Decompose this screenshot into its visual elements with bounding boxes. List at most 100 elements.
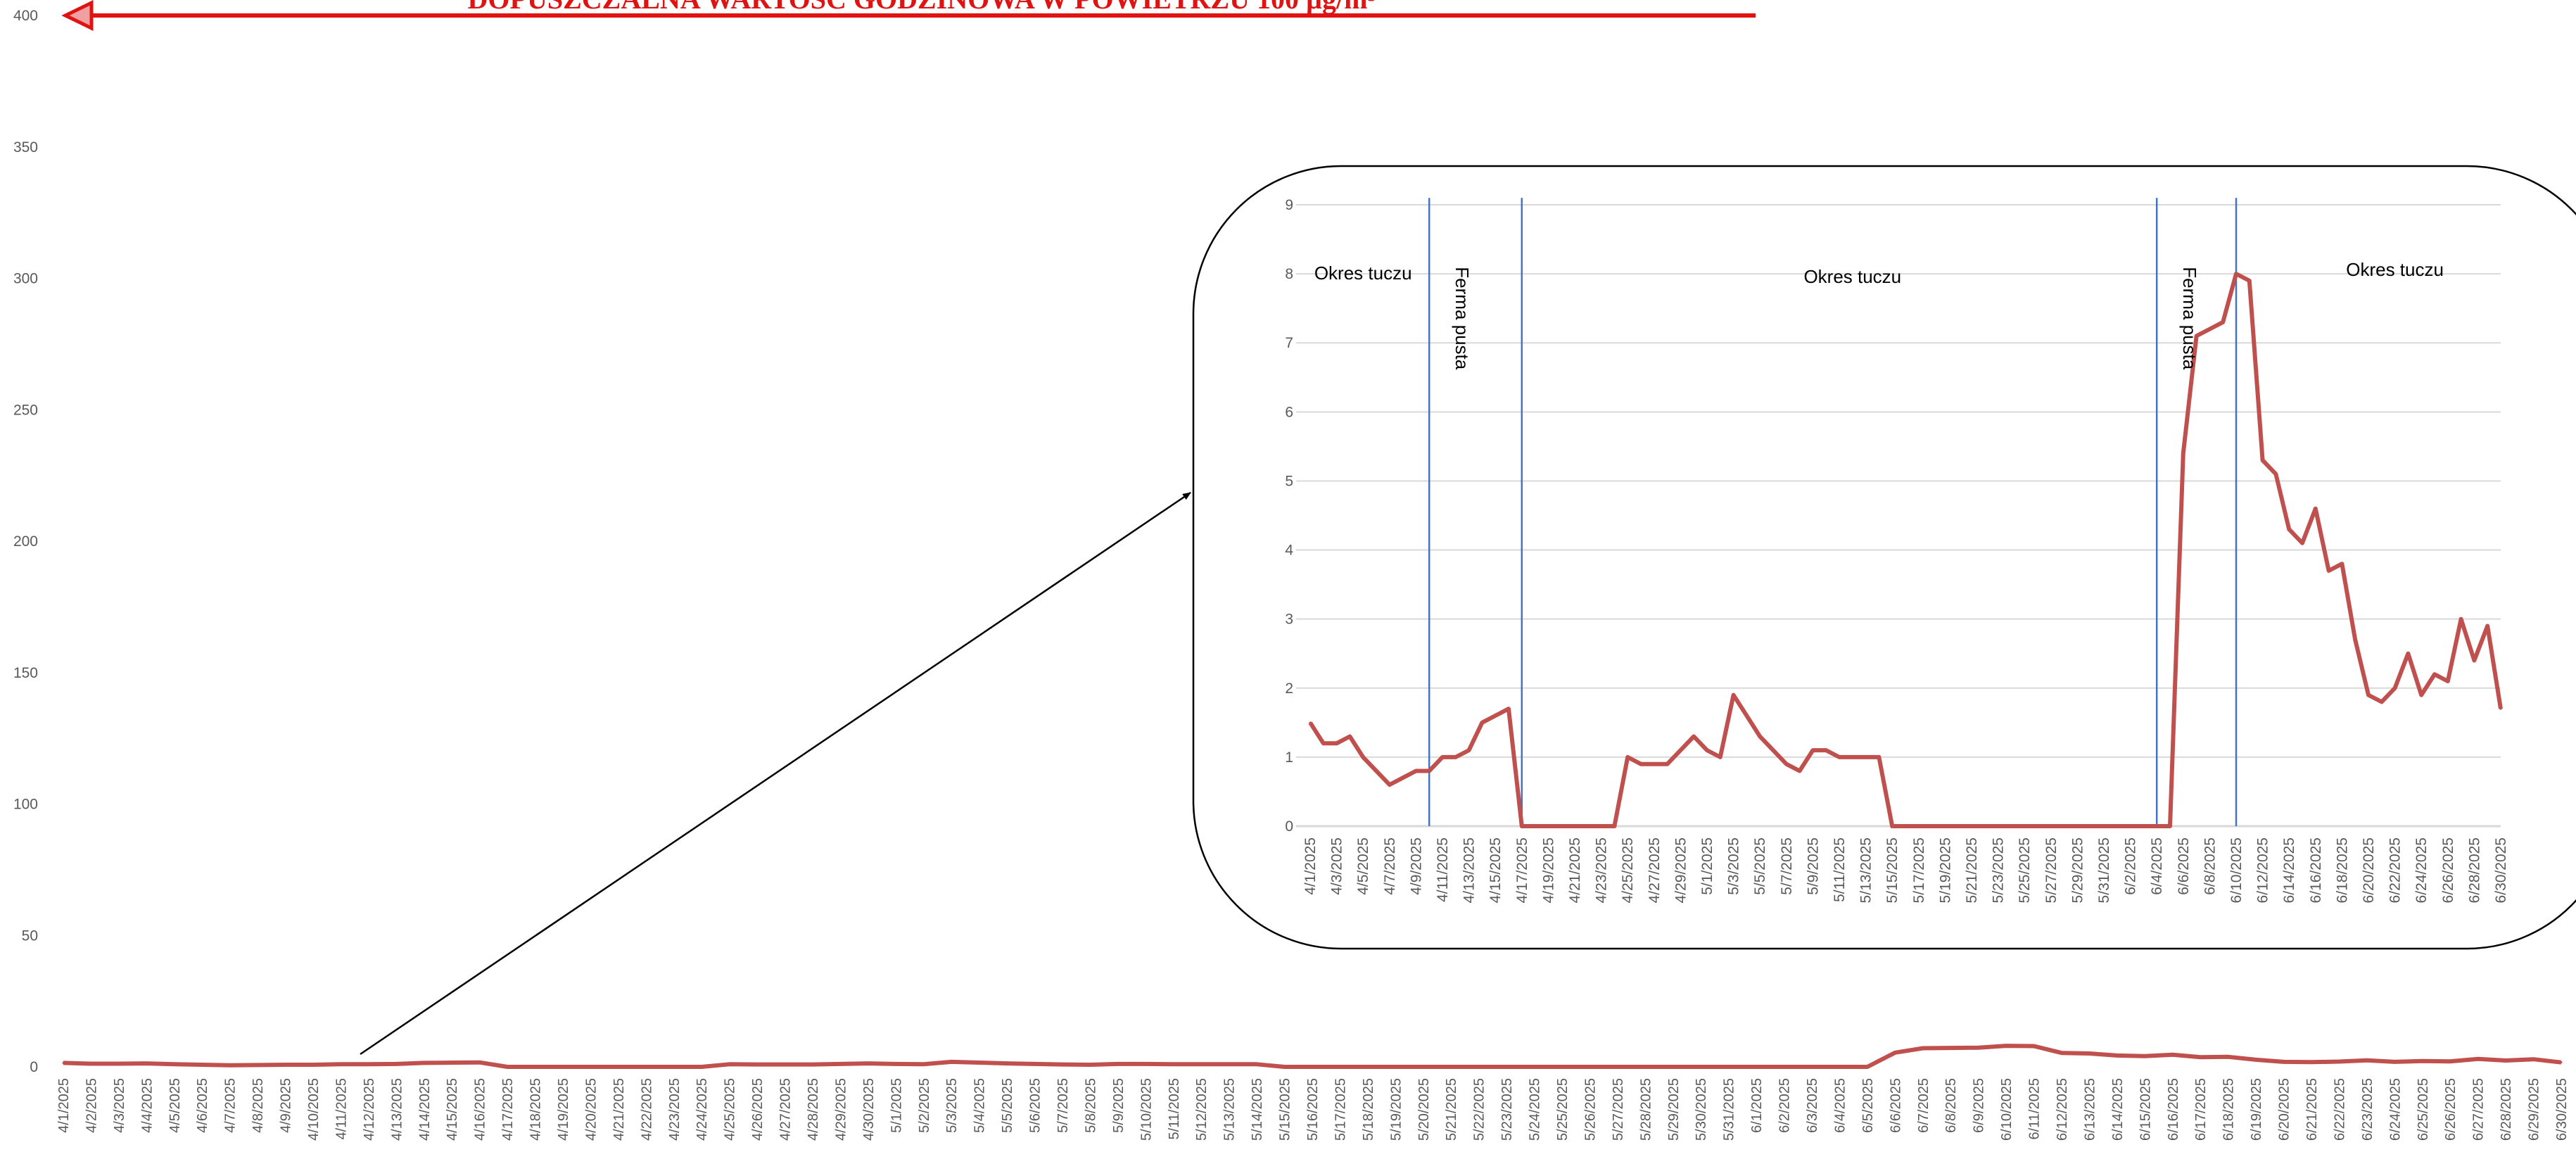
- inset-data-point: [2248, 279, 2251, 282]
- inset-x-tick-label: 5/11/2025: [1832, 837, 1848, 902]
- inset-data-point: [1587, 825, 1590, 828]
- main-x-tick-label: 5/5/2025: [1000, 1078, 1015, 1133]
- main-data-point: [2393, 1061, 2396, 1063]
- inset-y-axis: 0 1 2 3 4 5 6 7 8 9: [1285, 197, 1293, 835]
- inset-data-point: [2380, 700, 2383, 703]
- main-x-tick-label: 4/13/2025: [389, 1078, 405, 1141]
- main-data-point: [450, 1061, 453, 1064]
- main-x-tick-label: 5/11/2025: [1167, 1078, 1182, 1140]
- main-x-tick-label: 6/6/2025: [1888, 1078, 1903, 1133]
- inset-y-tick-label: 8: [1285, 266, 1293, 282]
- inset-y-tick-label: 2: [1285, 681, 1293, 697]
- main-series-line: [63, 1044, 2562, 1069]
- main-x-tick-label: 4/25/2025: [723, 1078, 738, 1141]
- inset-data-point: [1414, 770, 1417, 773]
- inset-data-point: [1798, 770, 1801, 773]
- limit-marker: DOPUSZCZALNA WARTOŚĆ GODZINOWA W POWIETR…: [61, 0, 1756, 31]
- main-data-point: [229, 1064, 231, 1067]
- inset-data-point: [1441, 756, 1444, 759]
- main-x-tick-label: 6/23/2025: [2360, 1078, 2375, 1141]
- main-x-tick-label: 6/15/2025: [2138, 1078, 2153, 1141]
- inset-data-point: [2036, 825, 2039, 828]
- main-x-tick-label: 6/10/2025: [1999, 1078, 2015, 1141]
- main-data-point: [1422, 1065, 1425, 1068]
- inset-data-point: [1560, 825, 1563, 828]
- main-x-tick-label: 6/3/2025: [1805, 1078, 1820, 1133]
- main-data-point: [2366, 1059, 2368, 1062]
- inset-x-tick-label: 4/29/2025: [1673, 837, 1689, 903]
- main-data-point: [1893, 1051, 1896, 1054]
- inset-x-tick-label: 5/9/2025: [1805, 837, 1821, 895]
- main-data-point: [201, 1063, 203, 1066]
- main-data-point: [2421, 1060, 2424, 1063]
- inset-x-axis: 4/1/2025 4/3/2025 4/5/2025 4/7/2025 4/9/2025…: [1302, 837, 2509, 903]
- inset-data-point: [1507, 707, 1510, 710]
- inset-x-tick-label: 6/6/2025: [2176, 837, 2192, 895]
- main-y-tick-label: 150: [13, 665, 38, 681]
- main-data-point: [1005, 1062, 1008, 1065]
- period-label-empty: Ferma pusta: [2179, 267, 2200, 369]
- main-data-series: [62, 1044, 2563, 1069]
- inset-data-point: [1917, 825, 1920, 828]
- inset-data-point: [1639, 763, 1642, 766]
- main-x-tick-label: 4/21/2025: [611, 1078, 627, 1141]
- period-label-fattening: Okres tuczu: [1803, 266, 1901, 287]
- inset-x-tick-label: 6/18/2025: [2334, 837, 2350, 903]
- main-x-tick-label: 5/22/2025: [1472, 1078, 1487, 1141]
- main-x-tick-label: 6/19/2025: [2249, 1078, 2264, 1141]
- main-y-tick-label: 100: [13, 797, 38, 813]
- main-data-point: [1866, 1065, 1869, 1068]
- main-x-tick-label: 5/17/2025: [1333, 1078, 1348, 1141]
- inset-data-point: [2354, 638, 2356, 641]
- inset-data-point: [1666, 763, 1669, 766]
- inset-data-point: [1825, 749, 1827, 752]
- inset-data-point: [1970, 825, 1973, 828]
- main-x-tick-label: 4/17/2025: [500, 1078, 516, 1141]
- main-data-point: [423, 1061, 426, 1064]
- zoom-connector-arrow: [360, 491, 1191, 1056]
- inset-x-tick-label: 6/12/2025: [2255, 837, 2271, 903]
- main-x-tick-label: 6/14/2025: [2110, 1078, 2126, 1141]
- inset-x-tick-label: 6/4/2025: [2149, 837, 2165, 895]
- inset-data-point: [1984, 825, 1986, 828]
- inset-data-point: [1613, 825, 1616, 828]
- main-x-tick-label: 6/26/2025: [2443, 1078, 2458, 1141]
- main-x-tick-label: 4/22/2025: [639, 1078, 654, 1141]
- main-x-tick-label: 6/30/2025: [2554, 1078, 2570, 1141]
- inset-data-point: [2499, 707, 2502, 710]
- inset-data-point: [2235, 272, 2238, 275]
- main-x-tick-label: 5/16/2025: [1305, 1078, 1321, 1141]
- main-y-tick-label: 250: [13, 402, 38, 418]
- period-label-fattening: Okres tuczu: [1314, 262, 1412, 284]
- inset-data-point: [1348, 735, 1351, 738]
- main-x-tick-label: 4/23/2025: [667, 1078, 683, 1141]
- inset-x-tick-label: 5/31/2025: [2096, 837, 2112, 903]
- inset-x-tick-label: 4/13/2025: [1461, 837, 1478, 903]
- inset-data-point: [2367, 694, 2370, 697]
- main-x-tick-label: 6/17/2025: [2193, 1078, 2209, 1141]
- inset-y-tick-label: 5: [1285, 473, 1293, 489]
- main-data-point: [1338, 1065, 1341, 1068]
- main-data-point: [1478, 1065, 1480, 1068]
- main-x-tick-label: 5/27/2025: [1611, 1078, 1626, 1141]
- main-data-point: [312, 1063, 315, 1066]
- inset-data-point: [1943, 825, 1946, 828]
- main-data-point: [2060, 1051, 2063, 1054]
- inset-data-point: [2195, 334, 2198, 337]
- main-data-point: [1755, 1065, 1758, 1068]
- inset-data-point: [1547, 825, 1549, 828]
- inset-data-point: [1997, 825, 2000, 828]
- main-data-point: [1922, 1046, 1924, 1049]
- inset-data-point: [2182, 452, 2185, 455]
- inset-data-point: [1719, 756, 1722, 759]
- main-x-tick-label: 4/8/2025: [250, 1078, 266, 1133]
- main-data-point: [145, 1062, 148, 1065]
- main-x-tick-label: 5/24/2025: [1528, 1078, 1543, 1141]
- main-data-point: [506, 1065, 509, 1068]
- main-data-point: [1505, 1065, 1508, 1068]
- main-x-tick-label: 6/25/2025: [2416, 1078, 2431, 1141]
- inset-x-tick-label: 4/3/2025: [1329, 837, 1345, 895]
- main-x-tick-label: 4/16/2025: [473, 1078, 488, 1141]
- limit-annotation: DOPUSZCZALNA WARTOŚĆ GODZINOWA W POWIETR…: [468, 0, 1376, 15]
